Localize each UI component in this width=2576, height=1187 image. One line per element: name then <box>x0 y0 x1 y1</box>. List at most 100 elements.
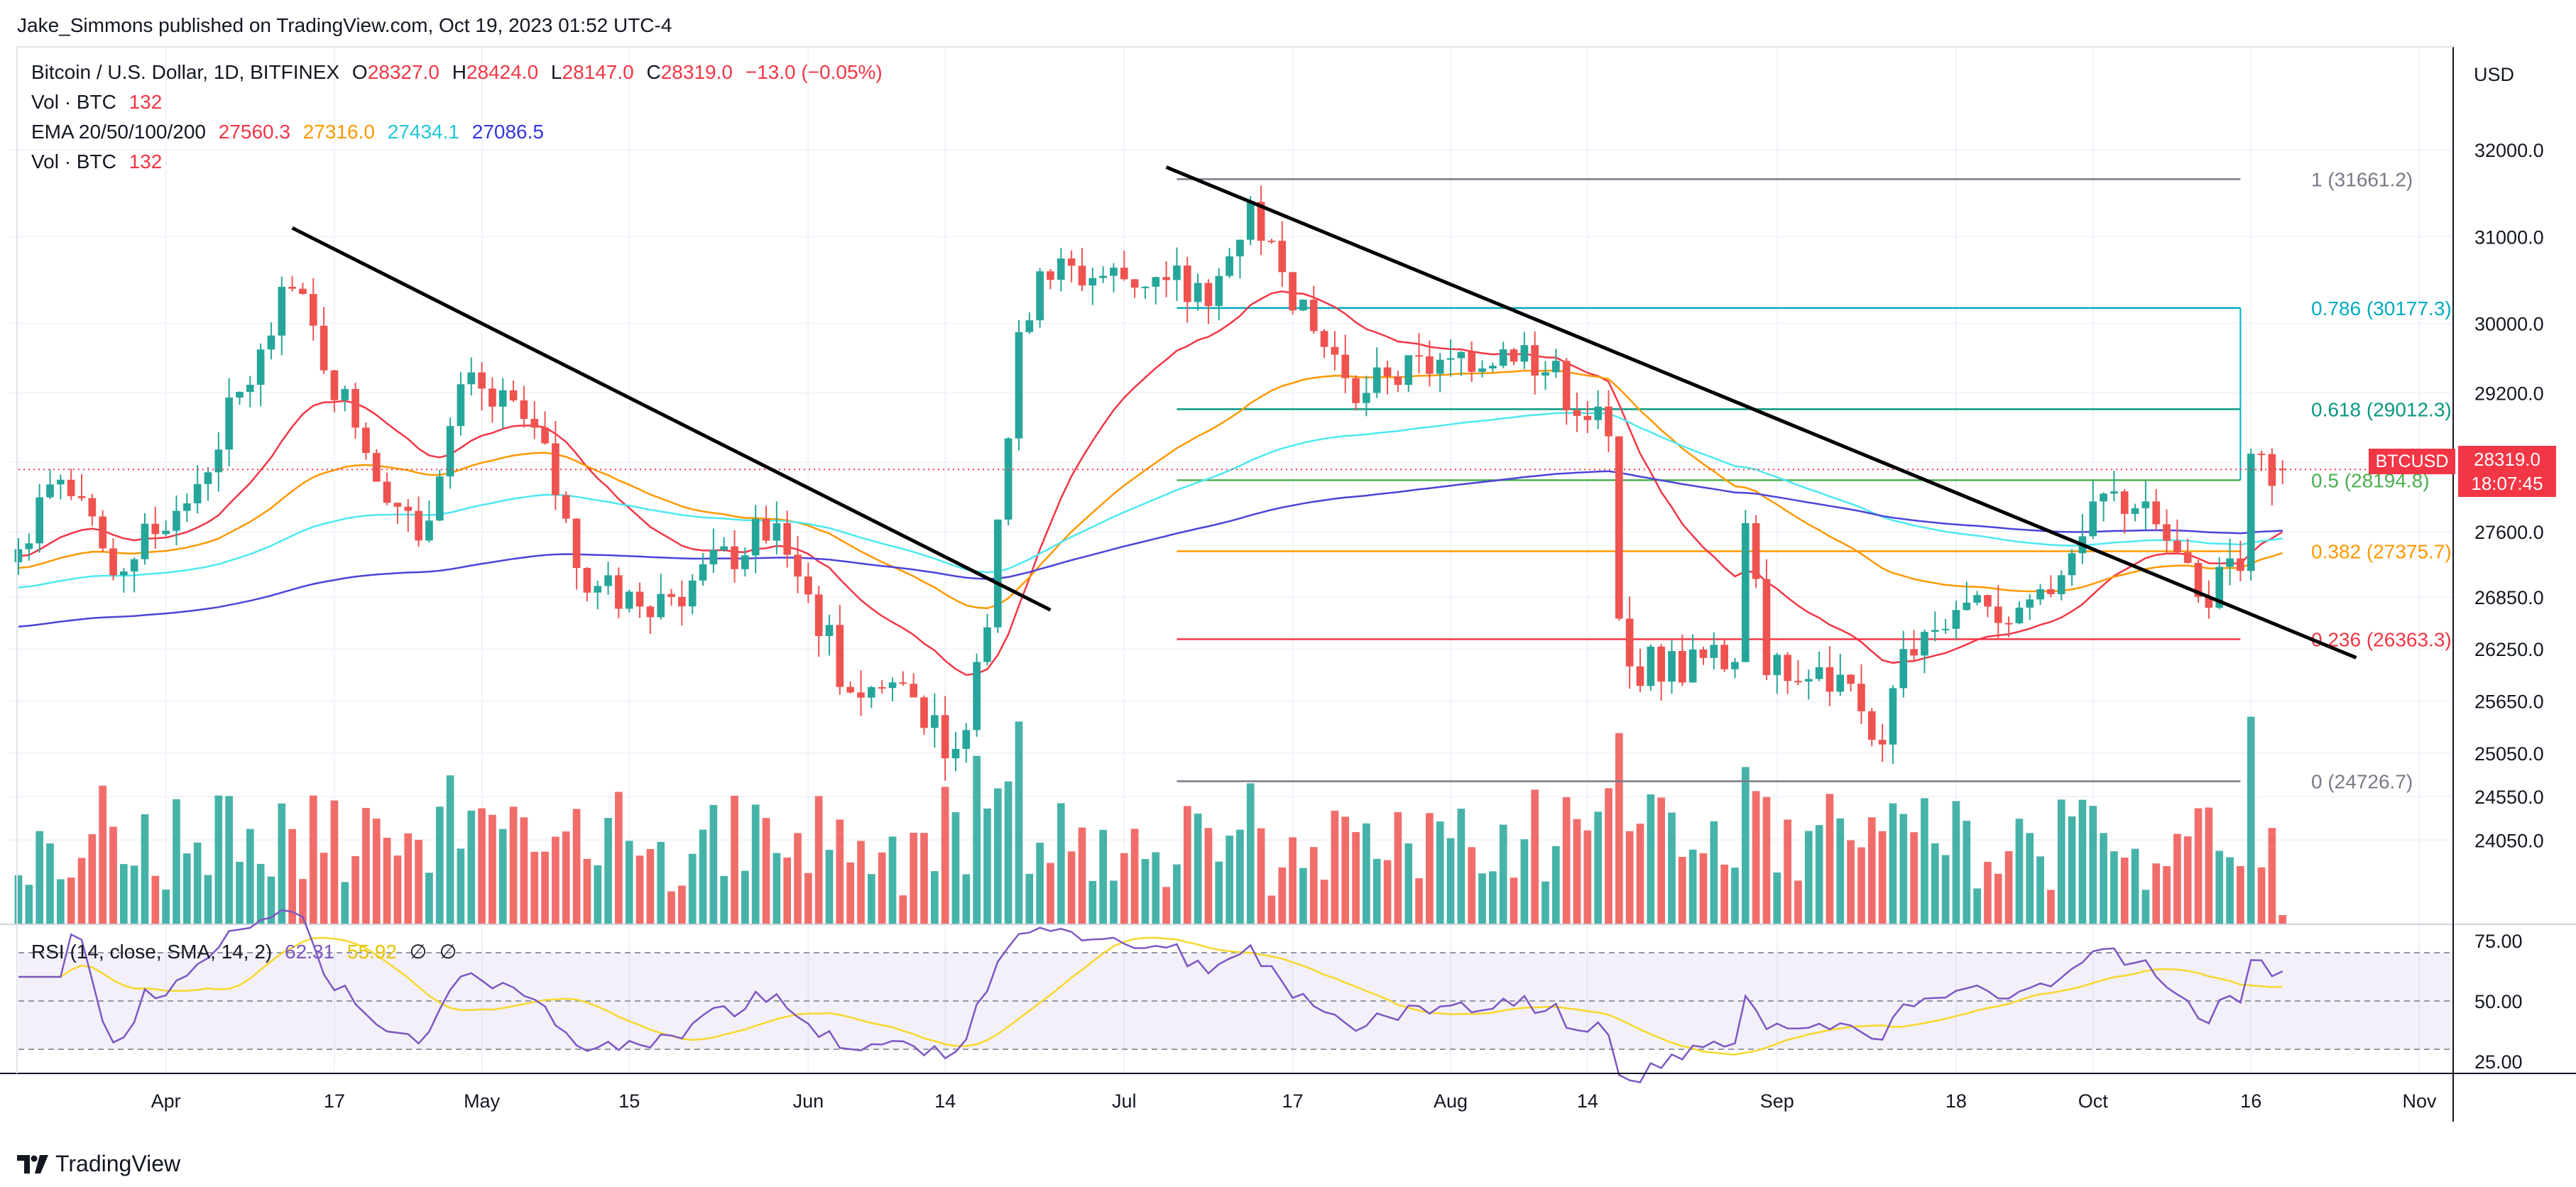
candle <box>1710 632 1718 670</box>
candle <box>993 519 1002 633</box>
volume-bar <box>2047 890 2055 924</box>
volume-bar <box>1372 858 1381 924</box>
candle <box>1057 248 1065 292</box>
volume-bar <box>2004 850 2013 924</box>
fibonacci-retracement[interactable]: 1 (31661.2) 0.786 (30177.3) 0.618 (29012.3… <box>1177 168 2452 793</box>
volume-bar <box>1320 880 1328 924</box>
candle-body <box>1299 300 1307 311</box>
candle-body <box>1446 358 1455 360</box>
volume-bar <box>1562 797 1571 924</box>
candle <box>1615 436 1623 621</box>
volume-bar <box>804 873 812 924</box>
candle-body <box>2152 501 2161 525</box>
volume-bar <box>119 864 128 924</box>
candle-body <box>225 397 233 450</box>
candle <box>1426 340 1434 387</box>
volume-bar <box>773 853 781 924</box>
candle <box>1415 333 1423 374</box>
candle <box>2004 616 2013 638</box>
candle <box>973 653 981 737</box>
candle-body <box>667 594 675 597</box>
volume-bar <box>2078 799 2087 924</box>
rsi-label: RSI (14, close, SMA, 14, 2) <box>31 941 273 963</box>
candle-body <box>1636 666 1644 687</box>
volume-bar <box>878 852 886 924</box>
trendline <box>1165 165 2357 660</box>
volume-bar <box>1710 821 1718 924</box>
candle <box>225 378 233 467</box>
candle <box>1499 341 1507 368</box>
symbol-name: Bitcoin / U.S. Dollar, 1D, BITFINEX <box>31 61 340 83</box>
volume-label-2: Vol · BTC <box>31 151 116 173</box>
volume-bar <box>109 826 117 924</box>
candle-body <box>688 580 697 607</box>
volume-bar <box>1383 860 1392 924</box>
volume-bar <box>1541 881 1549 924</box>
candle-body <box>941 715 949 759</box>
volume-legend-1: Vol · BTC 132 <box>31 91 169 114</box>
candle <box>1889 685 1897 765</box>
candle-body <box>1963 602 1971 611</box>
ema-label: EMA 20/50/100/200 <box>31 121 206 143</box>
volume-bar <box>520 817 528 924</box>
candle-body <box>657 594 665 618</box>
tradingview-footer[interactable]: TradingView <box>17 1151 180 1177</box>
candle-body <box>1267 241 1276 243</box>
candle-body <box>604 575 612 586</box>
currency-label[interactable]: USD <box>2474 64 2515 85</box>
volume-bar <box>1246 783 1255 924</box>
volume-bar <box>1941 855 1950 924</box>
candle <box>910 673 917 698</box>
volume-bar <box>362 807 370 924</box>
last-price-tag: 28319.0 18:07:45 <box>2458 446 2556 497</box>
axes: 32000.031000.030000.029200.028400.027600… <box>0 46 2576 1122</box>
candle <box>1668 640 1676 694</box>
candle-body <box>2278 469 2287 471</box>
candle-body <box>2068 553 2076 576</box>
candle <box>1973 591 1981 606</box>
candle-body <box>1836 674 1845 692</box>
publisher-line: Jake_Simmons published on TradingView.co… <box>17 14 672 36</box>
candle <box>2026 594 2034 620</box>
candle-body <box>1309 300 1318 332</box>
trendlines[interactable] <box>291 165 2357 660</box>
candle <box>783 510 792 568</box>
candle <box>1278 221 1287 288</box>
low-label: L <box>550 61 562 83</box>
candle <box>899 671 907 687</box>
candle-body <box>920 697 928 728</box>
volume-bar <box>236 861 244 924</box>
candle-body <box>1352 378 1360 403</box>
volume-bar <box>825 850 834 924</box>
candle-body <box>1847 674 1855 684</box>
volume-bar <box>383 838 391 924</box>
volume-bar <box>762 818 770 924</box>
bar-countdown: 18:07:45 <box>2471 473 2543 494</box>
candle-body <box>2173 540 2181 552</box>
volume-bar <box>246 828 254 924</box>
candle <box>667 589 675 606</box>
candle <box>2152 489 2161 530</box>
candle <box>1594 390 1603 430</box>
candle-body <box>973 662 981 731</box>
candle <box>1741 510 1750 662</box>
volume-bar <box>2068 816 2076 924</box>
volume-label: Vol · BTC <box>31 91 116 113</box>
candle-body <box>267 335 275 350</box>
volume-bar <box>2036 856 2044 924</box>
volume-bar <box>2173 833 2181 924</box>
volume-bar <box>1984 862 1992 924</box>
volume-bar <box>2152 863 2161 924</box>
candle <box>1257 185 1265 256</box>
candle <box>1815 651 1823 682</box>
volume-bar <box>1047 863 1054 924</box>
volume-bar <box>1825 794 1834 924</box>
ema50-value: 27316.0 <box>302 121 375 143</box>
candle <box>1299 299 1307 312</box>
candle-body <box>435 476 444 521</box>
volume-bar <box>151 875 160 924</box>
candle-body <box>1857 684 1865 711</box>
candle-body <box>1647 646 1655 687</box>
change-value: −13.0 (−0.05%) <box>745 61 883 83</box>
